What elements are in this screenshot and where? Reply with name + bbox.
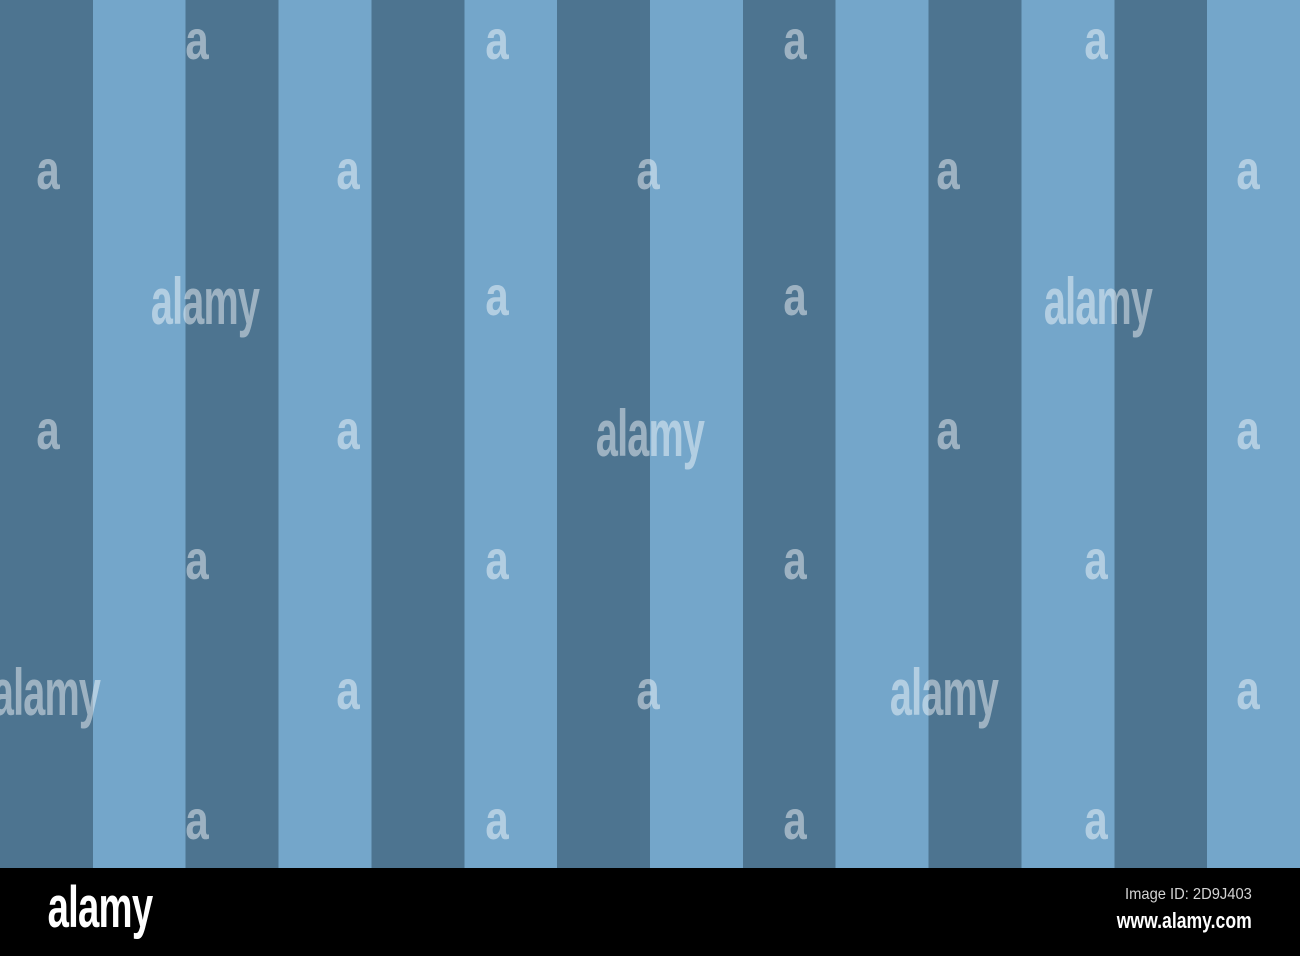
- footer-meta: Image ID: 2D9J403 www.alamy.com: [1083, 886, 1252, 933]
- footer-bar: alamy Image ID: 2D9J403 www.alamy.com: [0, 868, 1300, 956]
- striped-pattern-image: [0, 0, 1300, 868]
- website-url-text: www.alamy.com: [1117, 907, 1252, 933]
- alamy-logo: alamy: [47, 875, 153, 940]
- image-id-text: Image ID: 2D9J403: [1125, 886, 1252, 903]
